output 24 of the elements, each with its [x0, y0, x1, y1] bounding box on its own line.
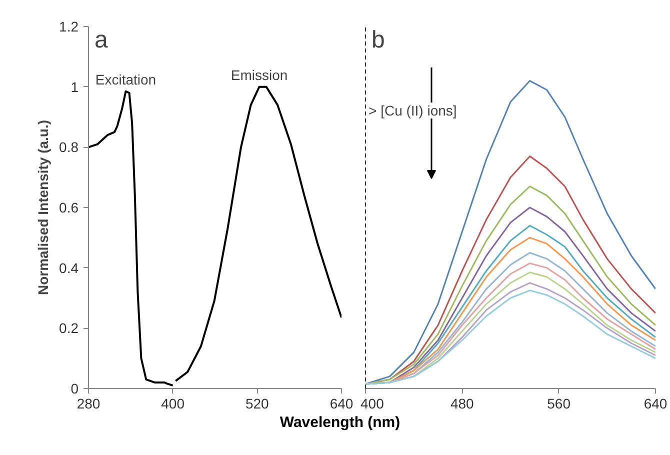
x-tick-label: 280 [76, 396, 100, 412]
line-series [174, 86, 342, 382]
y-tick-label: 0.2 [59, 320, 79, 336]
y-axis-title: Normalised Intensity (a.u.) [35, 120, 52, 296]
y-tick-label: 0.6 [59, 200, 79, 216]
annotation: Excitation [95, 71, 156, 88]
x-tick-label: 400 [360, 396, 384, 412]
y-tick-label: 0.8 [59, 139, 79, 156]
x-tick-label: 560 [547, 396, 571, 412]
x-tick-label: 640 [644, 396, 668, 412]
y-tick-label: 1 [70, 78, 79, 95]
chart-title: b [372, 26, 385, 54]
x-axis-title: Wavelength (nm) [280, 413, 400, 433]
x-tick-label: 480 [450, 396, 474, 412]
y-tick-label: 0.4 [59, 260, 79, 276]
annotation: Emission [230, 66, 288, 83]
x-tick-label: 640 [330, 396, 354, 412]
y-tick-label: 0 [70, 380, 79, 396]
x-tick-label: 400 [161, 396, 185, 412]
chart-title: a [94, 26, 108, 54]
line-series [88, 90, 174, 386]
y-tick-label: 1.2 [59, 18, 79, 34]
annotation: > [Cu (II) ions] [368, 102, 457, 118]
x-tick-label: 520 [245, 396, 270, 412]
